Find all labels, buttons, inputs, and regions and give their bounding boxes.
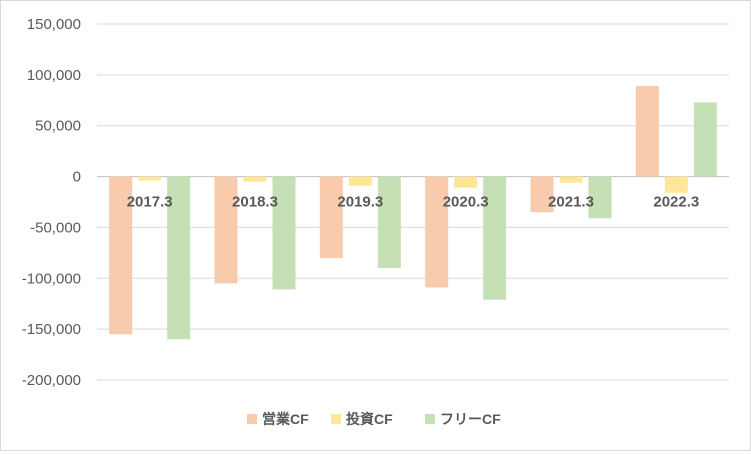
- legend-label-investing: 投資CF: [346, 411, 393, 427]
- bar-operating: [530, 176, 554, 213]
- bar-investing: [664, 176, 688, 193]
- category-label: 2020.3: [443, 194, 489, 211]
- bar-free: [167, 176, 191, 340]
- bar-free: [377, 176, 401, 269]
- legend-swatch-free: [425, 414, 435, 424]
- y-tick-label: -50,000: [30, 219, 81, 236]
- bar-investing: [138, 176, 162, 181]
- y-tick-label: 150,000: [27, 16, 81, 33]
- bar-operating: [109, 176, 133, 335]
- bar-investing: [454, 176, 478, 188]
- legend: 営業CF 投資CF フリーCF: [247, 411, 501, 427]
- legend-swatch-operating: [247, 414, 257, 424]
- y-tick-label: 50,000: [35, 118, 81, 135]
- bar-investing: [243, 176, 267, 182]
- bar-free: [693, 102, 717, 177]
- bar-operating: [214, 176, 238, 284]
- bar-operating: [319, 176, 343, 258]
- bar-free: [483, 176, 507, 300]
- legend-label-operating: 営業CF: [262, 411, 309, 427]
- category-label: 2018.3: [232, 194, 278, 211]
- y-tick-label: -150,000: [22, 321, 81, 338]
- category-label: 2022.3: [653, 194, 699, 211]
- bars: [109, 86, 717, 340]
- legend-swatch-investing: [331, 414, 341, 424]
- category-label: 2017.3: [127, 194, 173, 211]
- bar-investing: [559, 176, 583, 183]
- y-axis-ticks: 150,000 100,000 50,000 0 -50,000 -100,000 -150…: [22, 16, 81, 389]
- bar-operating: [425, 176, 449, 288]
- y-tick-label: -100,000: [22, 270, 81, 287]
- bar-free: [588, 176, 612, 219]
- bar-operating: [635, 86, 659, 177]
- y-tick-label: 100,000: [27, 67, 81, 84]
- bar-investing: [348, 176, 372, 186]
- category-labels: 2017.3 2018.3 2019.3 2020.3 2021.3 2022.3: [127, 194, 700, 211]
- y-tick-label: -200,000: [22, 372, 81, 389]
- category-label: 2019.3: [337, 194, 383, 211]
- bar-free: [272, 176, 296, 290]
- gridlines: [97, 23, 729, 381]
- legend-label-free: フリーCF: [440, 411, 501, 427]
- category-label: 2021.3: [548, 194, 594, 211]
- y-tick-label: 0: [73, 169, 81, 186]
